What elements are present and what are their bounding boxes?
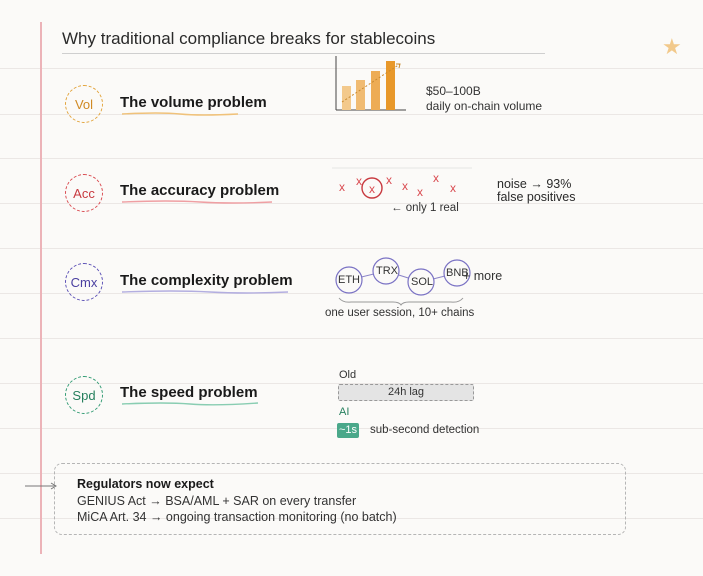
complexity-badge: Cmx: [65, 263, 103, 301]
volume-badge: Vol: [65, 85, 103, 123]
star-icon: ★: [662, 34, 682, 59]
ruled-line: [0, 68, 703, 69]
regulators-heading: Regulators now expect: [77, 477, 214, 491]
chain-node-bnb: [443, 259, 471, 287]
regulators-line-mica: MiCA Art. 34 → ongoing transaction monit…: [77, 510, 397, 524]
speed-ai-label: AI: [339, 406, 350, 418]
speed-title-underline: [121, 402, 259, 406]
complexity-problem-title: The complexity problem: [120, 272, 293, 289]
speed-badge: Spd: [65, 376, 103, 414]
speed-problem-title: The speed problem: [120, 384, 258, 401]
accuracy-scatter: x x x x x x x x: [332, 167, 472, 199]
ruled-line: [0, 158, 703, 159]
false-positive-mark: x: [417, 185, 423, 199]
false-positive-mark: x: [433, 171, 439, 185]
ruled-line: [0, 518, 703, 519]
ruled-line: [0, 248, 703, 249]
volume-bar-chart: [335, 56, 406, 111]
accuracy-problem-title: The accuracy problem: [120, 182, 280, 199]
volume-stat-value: $50–100B: [426, 84, 481, 98]
chain-node-eth: [335, 266, 363, 294]
volume-bar: [342, 86, 351, 110]
ruled-line: [0, 293, 703, 294]
chain-label-trx: TRX: [376, 265, 398, 277]
chain-more-label: + more: [463, 269, 503, 283]
volume-problem-title: The volume problem: [120, 94, 267, 111]
chain-node-sol: [407, 268, 435, 296]
accuracy-note-line1: noise → 93%: [497, 177, 572, 191]
volume-bar: [356, 80, 365, 110]
regulators-line-genius: GENIUS Act → BSA/AML + SAR on every tran…: [77, 494, 357, 508]
speed-ai-description: sub-second detection: [370, 424, 480, 436]
accuracy-note-line2: false positives: [497, 190, 576, 204]
ruled-line: [0, 473, 703, 474]
volume-bar: [371, 71, 380, 110]
accuracy-badge: Acc: [65, 174, 103, 212]
regulators-box: [54, 463, 626, 535]
volume-stat-label: daily on-chain volume: [426, 99, 543, 113]
real-signal-circle: [361, 177, 383, 199]
false-positive-mark: x: [339, 180, 345, 194]
ai-latency-chip: ~1s: [337, 423, 359, 438]
false-positive-mark: x: [386, 173, 392, 187]
volume-bar: [386, 61, 395, 110]
accuracy-pointer-label: ← only 1 real: [391, 202, 459, 214]
chain-label-eth: ETH: [338, 274, 360, 286]
chain-graph: [335, 257, 471, 306]
title-underline: [62, 53, 545, 54]
false-positive-mark: x: [450, 181, 456, 195]
ruled-line: [0, 383, 703, 384]
complexity-title-underline: [121, 290, 289, 294]
arrow-right-icon: [25, 482, 57, 490]
legacy-lag-bar: 24h lag: [338, 384, 474, 401]
margin-line: [40, 22, 42, 554]
true-positive-mark: x: [369, 182, 375, 196]
ruled-line: [0, 338, 703, 339]
speed-old-label: Old: [339, 369, 357, 381]
ruled-line: [0, 114, 703, 115]
complexity-caption: one user session, 10+ chains: [325, 307, 475, 319]
chain-node-trx: [372, 257, 400, 285]
volume-title-underline: [121, 112, 239, 116]
chain-label-sol: SOL: [411, 276, 434, 288]
chain-label-bnb: BNB: [446, 267, 469, 279]
accuracy-title-underline: [121, 200, 273, 204]
page-title: Why traditional compliance breaks for st…: [62, 29, 436, 48]
false-positive-mark: x: [402, 179, 408, 193]
ruled-line: [0, 203, 703, 204]
false-positive-mark: x: [356, 174, 362, 188]
